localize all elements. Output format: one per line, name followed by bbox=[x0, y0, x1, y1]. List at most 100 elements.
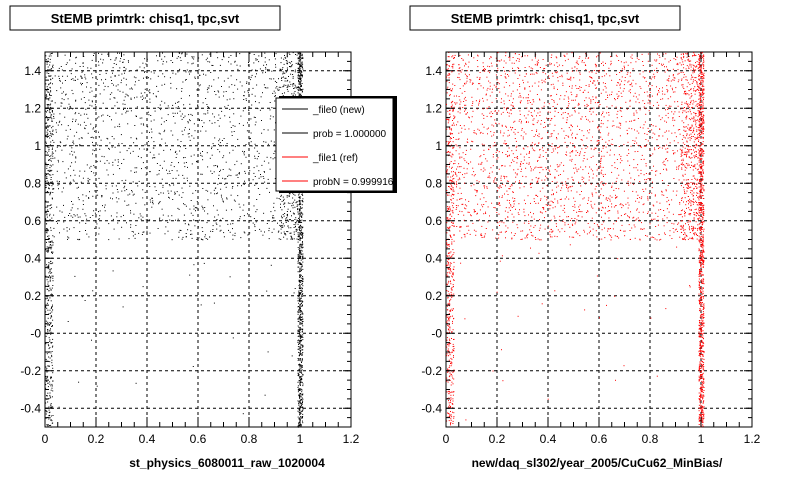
data-point bbox=[50, 241, 51, 242]
data-point bbox=[47, 377, 48, 378]
data-point bbox=[50, 193, 51, 194]
data-point bbox=[301, 229, 302, 230]
data-point bbox=[449, 82, 450, 83]
data-point bbox=[97, 118, 98, 119]
data-point bbox=[246, 83, 247, 84]
data-point bbox=[144, 58, 145, 59]
data-point bbox=[622, 76, 623, 77]
data-point bbox=[112, 186, 113, 187]
data-point bbox=[63, 91, 64, 92]
data-point bbox=[195, 210, 196, 211]
data-point bbox=[51, 230, 52, 231]
data-point bbox=[46, 143, 47, 144]
chart-panel-left: StEMB primtrk: chisq1, tpc,svt -0.4-0.2-… bbox=[10, 6, 397, 470]
data-point bbox=[122, 143, 123, 144]
data-point bbox=[464, 158, 465, 159]
data-point bbox=[72, 204, 73, 205]
data-point bbox=[599, 196, 600, 197]
data-point bbox=[635, 220, 636, 221]
data-point bbox=[447, 195, 448, 196]
data-point bbox=[47, 132, 48, 133]
data-point bbox=[299, 380, 300, 381]
data-point bbox=[46, 176, 47, 177]
data-point bbox=[533, 99, 534, 100]
data-point bbox=[263, 178, 264, 179]
data-point bbox=[559, 231, 560, 232]
data-point bbox=[231, 64, 232, 65]
data-point bbox=[208, 88, 209, 89]
data-point bbox=[243, 413, 244, 414]
data-point bbox=[452, 412, 453, 413]
data-point bbox=[71, 201, 72, 202]
data-point bbox=[75, 215, 76, 216]
data-point bbox=[472, 105, 473, 106]
data-point bbox=[248, 168, 249, 169]
data-point bbox=[619, 79, 620, 80]
data-point bbox=[301, 399, 302, 400]
data-point bbox=[577, 152, 578, 153]
data-point bbox=[181, 88, 182, 89]
data-point bbox=[169, 198, 170, 199]
data-point bbox=[210, 171, 211, 172]
data-point bbox=[51, 390, 52, 391]
y-tick-label: 1.2 bbox=[24, 101, 41, 115]
data-point bbox=[298, 53, 299, 54]
data-point bbox=[132, 89, 133, 90]
data-point bbox=[448, 186, 449, 187]
data-point bbox=[50, 117, 51, 118]
data-point bbox=[301, 71, 302, 72]
data-point bbox=[460, 71, 461, 72]
data-point bbox=[289, 196, 290, 197]
data-point bbox=[453, 294, 454, 295]
data-point bbox=[300, 238, 301, 239]
data-point bbox=[451, 202, 452, 203]
data-point bbox=[301, 290, 302, 291]
data-point bbox=[134, 97, 135, 98]
legend-label: _file1 (ref) bbox=[312, 153, 358, 164]
data-point bbox=[153, 148, 154, 149]
data-point bbox=[67, 239, 68, 240]
data-point bbox=[576, 192, 577, 193]
data-point bbox=[640, 88, 641, 89]
data-point bbox=[453, 401, 454, 402]
data-point bbox=[537, 135, 538, 136]
data-point bbox=[250, 216, 251, 217]
data-point bbox=[49, 381, 50, 382]
data-point bbox=[141, 118, 142, 119]
data-point bbox=[447, 245, 448, 246]
data-point bbox=[301, 74, 302, 75]
data-point bbox=[50, 334, 51, 335]
data-point bbox=[298, 327, 299, 328]
x-tick-label: 0.6 bbox=[190, 432, 207, 446]
data-point bbox=[480, 77, 481, 78]
data-point bbox=[120, 58, 121, 59]
data-point bbox=[214, 137, 215, 138]
data-point bbox=[217, 57, 218, 58]
data-point bbox=[176, 157, 177, 158]
data-point bbox=[611, 144, 612, 145]
data-point bbox=[447, 320, 448, 321]
data-point bbox=[274, 229, 275, 230]
data-point bbox=[247, 130, 248, 131]
data-point bbox=[130, 153, 131, 154]
data-point bbox=[658, 135, 659, 136]
data-point bbox=[50, 90, 51, 91]
data-point bbox=[448, 263, 449, 264]
data-point bbox=[635, 201, 636, 202]
data-point bbox=[302, 262, 303, 263]
data-point bbox=[130, 227, 131, 228]
data-point bbox=[503, 222, 504, 223]
data-point bbox=[52, 198, 53, 199]
data-point bbox=[300, 416, 301, 417]
data-point bbox=[52, 396, 53, 397]
data-point bbox=[291, 237, 292, 238]
data-point bbox=[126, 84, 127, 85]
data-point bbox=[45, 218, 46, 219]
data-point bbox=[111, 215, 112, 216]
data-point bbox=[50, 378, 51, 379]
data-point bbox=[59, 68, 60, 69]
data-point bbox=[591, 157, 592, 158]
data-point bbox=[52, 154, 53, 155]
data-point bbox=[298, 395, 299, 396]
data-point bbox=[489, 215, 490, 216]
